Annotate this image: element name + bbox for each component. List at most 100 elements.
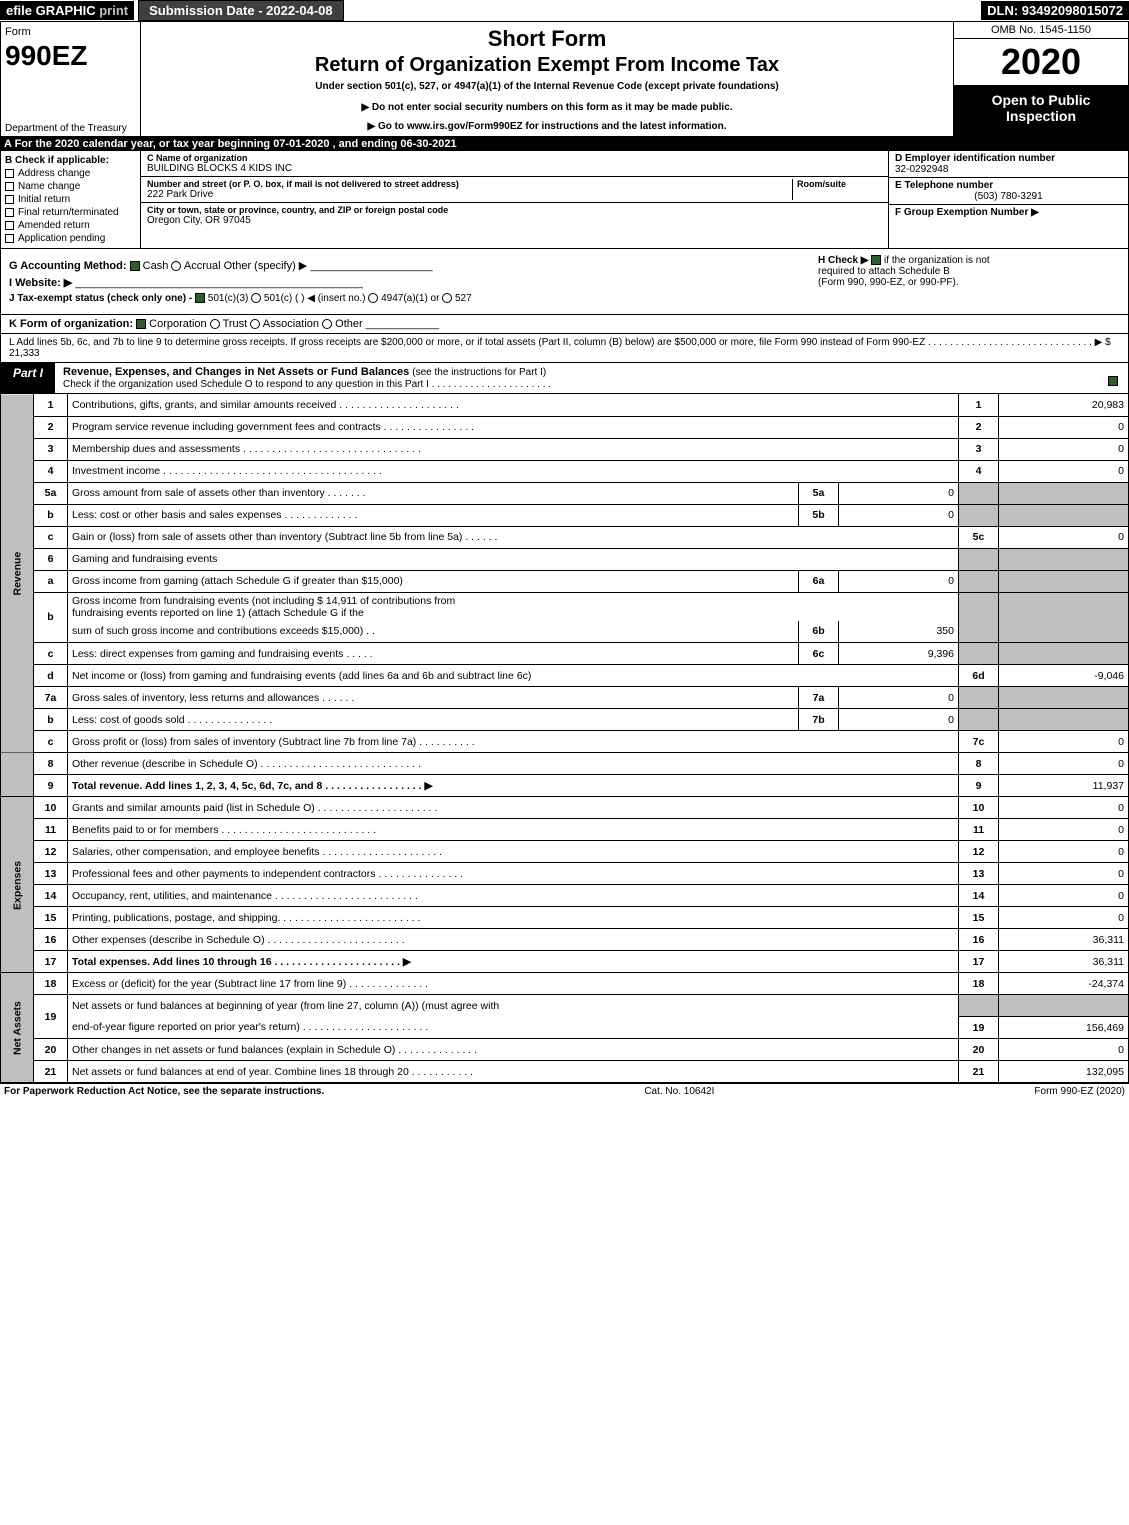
g-label: G Accounting Method:	[9, 260, 127, 272]
table-row: 20Other changes in net assets or fund ba…	[1, 1039, 1129, 1061]
chk-corporation[interactable]	[136, 319, 146, 329]
table-row: 13Professional fees and other payments t…	[1, 863, 1129, 885]
table-row: 21Net assets or fund balances at end of …	[1, 1061, 1129, 1083]
table-row: 12Salaries, other compensation, and empl…	[1, 841, 1129, 863]
chk-trust[interactable]	[210, 319, 220, 329]
efile-graphic: GRAPHIC	[36, 3, 96, 18]
chk-501c[interactable]	[251, 293, 261, 303]
chk-cash[interactable]	[130, 261, 140, 271]
city-label: City or town, state or province, country…	[147, 205, 882, 215]
telephone-label: E Telephone number	[895, 180, 1122, 191]
telephone-value: (503) 780-3291	[895, 191, 1122, 202]
page-footer: For Paperwork Reduction Act Notice, see …	[0, 1083, 1129, 1099]
table-row: cGain or (loss) from sale of assets othe…	[1, 526, 1129, 548]
street-row: Number and street (or P. O. box, if mail…	[141, 177, 888, 203]
l-value: 21,333	[9, 348, 40, 359]
row-i: I Website: ▶ ___________________________…	[9, 276, 810, 289]
table-row: end-of-year figure reported on prior yea…	[1, 1017, 1129, 1039]
chk-application-pending[interactable]: Application pending	[5, 233, 136, 244]
l-text: L Add lines 5b, 6c, and 7b to line 9 to …	[9, 337, 1111, 348]
table-row: bLess: cost of goods sold . . . . . . . …	[1, 709, 1129, 731]
group-exemption-label: F Group Exemption Number ▶	[895, 207, 1122, 218]
chk-501c3[interactable]	[195, 293, 205, 303]
group-exemption-row: F Group Exemption Number ▶	[889, 205, 1128, 248]
table-row: cLess: direct expenses from gaming and f…	[1, 643, 1129, 665]
efile-prefix: efile	[6, 3, 32, 18]
expenses-side-label: Expenses	[1, 797, 34, 973]
table-row: Net Assets 18Excess or (deficit) for the…	[1, 973, 1129, 995]
do-not-enter-text: ▶ Do not enter social security numbers o…	[149, 102, 945, 113]
submission-date-button[interactable]: Submission Date - 2022-04-08	[138, 0, 344, 21]
rows-ghij: G Accounting Method: Cash Accrual Other …	[0, 249, 1129, 315]
row-a-tax-year: A For the 2020 calendar year, or tax yea…	[0, 137, 1129, 151]
section-c: C Name of organization BUILDING BLOCKS 4…	[141, 151, 888, 248]
ein-value: 32-0292948	[895, 164, 1122, 175]
chk-527[interactable]	[442, 293, 452, 303]
row-g: G Accounting Method: Cash Accrual Other …	[9, 259, 810, 272]
table-row: 14Occupancy, rent, utilities, and mainte…	[1, 885, 1129, 907]
k-label: K Form of organization:	[9, 318, 133, 330]
row-h: H Check ▶ if the organization is not req…	[810, 255, 1120, 308]
form-label: Form	[5, 26, 136, 38]
chk-association[interactable]	[250, 319, 260, 329]
go-to-link[interactable]: ▶ Go to www.irs.gov/Form990EZ for instru…	[149, 121, 945, 132]
row-k: K Form of organization: Corporation Trus…	[0, 315, 1129, 334]
footer-right: Form 990-EZ (2020)	[1034, 1086, 1125, 1097]
org-name-row: C Name of organization BUILDING BLOCKS 4…	[141, 151, 888, 177]
j-label: J Tax-exempt status (check only one) -	[9, 293, 192, 304]
efile-link[interactable]: efile GRAPHIC print	[0, 1, 134, 20]
header-left: Form 990EZ Department of the Treasury	[1, 22, 141, 136]
table-row: 6Gaming and fundraising events	[1, 548, 1129, 570]
part-i-checkbox[interactable]	[1098, 363, 1128, 393]
table-row: 2Program service revenue including gover…	[1, 416, 1129, 438]
table-row: dNet income or (loss) from gaming and fu…	[1, 665, 1129, 687]
part-i-header: Part I Revenue, Expenses, and Changes in…	[0, 363, 1129, 394]
revenue-side-label: Revenue	[1, 394, 34, 753]
chk-h[interactable]	[871, 255, 881, 265]
chk-final-return[interactable]: Final return/terminated	[5, 207, 136, 218]
dept-label: Department of the Treasury	[5, 123, 127, 134]
table-row: bLess: cost or other basis and sales exp…	[1, 504, 1129, 526]
checkbox-icon	[5, 169, 14, 178]
part-i-tab: Part I	[1, 363, 55, 393]
chk-amended-return[interactable]: Amended return	[5, 220, 136, 231]
part-i-title: Revenue, Expenses, and Changes in Net As…	[55, 363, 1098, 393]
table-row: 16Other expenses (describe in Schedule O…	[1, 929, 1129, 951]
header-right: OMB No. 1545-1150 2020 Open to Public In…	[953, 22, 1128, 136]
chk-accrual[interactable]	[171, 261, 181, 271]
city-row: City or town, state or province, country…	[141, 203, 888, 228]
footer-left: For Paperwork Reduction Act Notice, see …	[4, 1086, 324, 1097]
open-public-label: Open to Public Inspection	[954, 86, 1128, 136]
table-row: bGross income from fundraising events (n…	[1, 592, 1129, 621]
part-i-sub: Check if the organization used Schedule …	[63, 379, 551, 390]
footer-center: Cat. No. 10642I	[324, 1086, 1034, 1097]
table-row: cGross profit or (loss) from sales of in…	[1, 731, 1129, 753]
h-text1: if the organization is not	[884, 255, 990, 266]
section-bcdef: B Check if applicable: Address change Na…	[0, 151, 1129, 249]
org-name-value: BUILDING BLOCKS 4 KIDS INC	[147, 163, 882, 174]
under-section-text: Under section 501(c), 527, or 4947(a)(1)…	[149, 81, 945, 92]
chk-other-org[interactable]	[322, 319, 332, 329]
table-row: 11Benefits paid to or for members . . . …	[1, 819, 1129, 841]
form-header: Form 990EZ Department of the Treasury Sh…	[0, 21, 1129, 137]
chk-4947[interactable]	[368, 293, 378, 303]
chk-initial-return[interactable]: Initial return	[5, 194, 136, 205]
form-number: 990EZ	[5, 40, 136, 72]
part-i-table: Revenue 1Contributions, gifts, grants, a…	[0, 394, 1129, 1083]
table-row: 8Other revenue (describe in Schedule O) …	[1, 753, 1129, 775]
city-value: Oregon City, OR 97045	[147, 215, 882, 226]
section-def: D Employer identification number 32-0292…	[888, 151, 1128, 248]
ghij-left: G Accounting Method: Cash Accrual Other …	[9, 255, 810, 308]
table-row: 3Membership dues and assessments . . . .…	[1, 438, 1129, 460]
street-value: 222 Park Drive	[147, 189, 792, 200]
table-row: 4Investment income . . . . . . . . . . .…	[1, 460, 1129, 482]
h-label: H Check ▶	[818, 255, 868, 266]
chk-name-change[interactable]: Name change	[5, 181, 136, 192]
chk-address-change[interactable]: Address change	[5, 168, 136, 179]
checkbox-icon	[5, 182, 14, 191]
table-row: 9Total revenue. Add lines 1, 2, 3, 4, 5c…	[1, 775, 1129, 797]
table-row: Revenue 1Contributions, gifts, grants, a…	[1, 394, 1129, 416]
h-text3: (Form 990, 990-EZ, or 990-PF).	[818, 277, 959, 288]
checkbox-icon	[1108, 376, 1118, 386]
tax-year: 2020	[954, 39, 1128, 86]
